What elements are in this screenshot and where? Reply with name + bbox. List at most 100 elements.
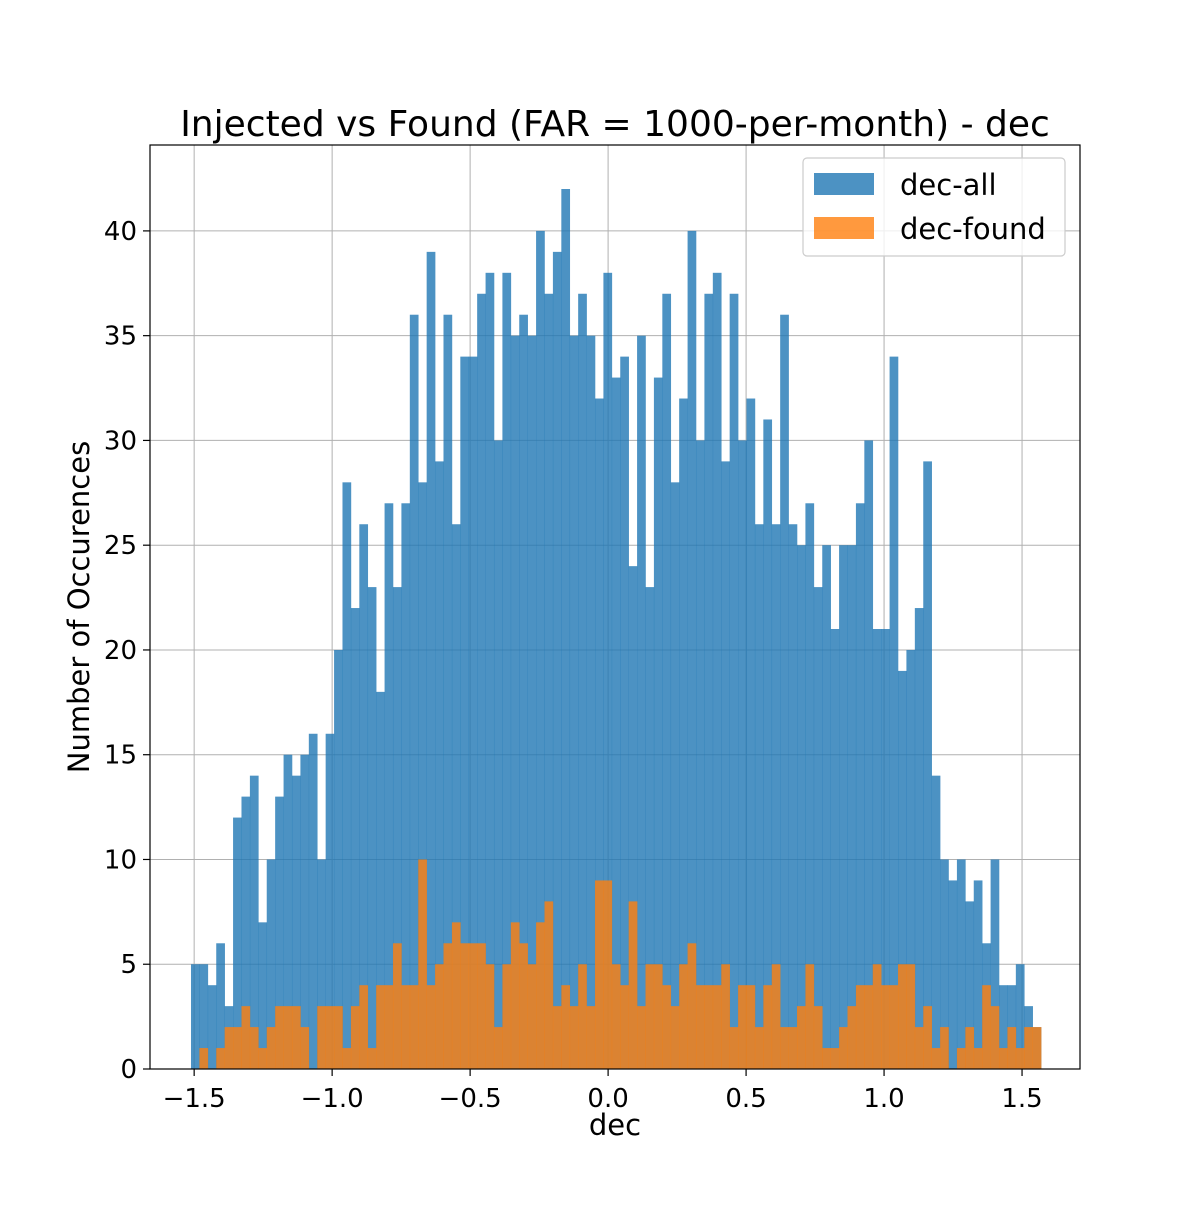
bar-dec-found	[695, 985, 705, 1069]
bar-dec-found	[224, 1027, 234, 1069]
bar-dec-found	[973, 1048, 983, 1069]
bar-dec-all	[813, 587, 823, 1069]
bar-dec-found	[435, 964, 444, 1069]
bar-dec-all	[603, 272, 613, 1069]
bar-dec-all	[325, 733, 335, 1069]
bar-dec-all	[754, 524, 764, 1069]
bar-dec-found	[687, 943, 697, 1069]
bar-dec-found	[982, 985, 991, 1069]
bar-dec-all	[308, 733, 318, 1069]
bar-dec-found	[628, 901, 638, 1069]
bar-dec-found	[536, 922, 545, 1069]
bar-dec-found	[418, 859, 427, 1069]
x-tick-label: 1.0	[863, 1084, 904, 1114]
bar-dec-found	[342, 1048, 352, 1069]
bar-dec-all	[620, 356, 629, 1070]
bar-dec-all	[578, 293, 587, 1069]
x-tick-label: −1.0	[301, 1084, 364, 1114]
bar-dec-all	[367, 587, 377, 1069]
bar-dec-all	[914, 608, 924, 1069]
y-axis-label: Number of Occurences	[62, 441, 96, 773]
bar-dec-all	[477, 293, 486, 1069]
bar-dec-found	[241, 1006, 251, 1069]
bar-dec-all	[931, 775, 941, 1069]
bar-dec-found	[569, 1006, 579, 1069]
bar-dec-found	[468, 943, 478, 1069]
bar-dec-found	[283, 1006, 293, 1069]
bar-dec-found	[249, 1027, 259, 1069]
bar-dec-all	[510, 335, 520, 1070]
bar-dec-all	[872, 629, 882, 1069]
bar-dec-all	[460, 356, 470, 1070]
ticks: −1.5 −1.0 −0.5 0.0 0.5 1.0 1.5 0 5 10 15 20 25 30 35 40	[104, 217, 1043, 1114]
x-tick-label: 1.5	[1001, 1084, 1042, 1114]
bar-dec-found	[460, 943, 470, 1069]
bar-dec-all	[746, 398, 756, 1069]
bar-dec-all	[291, 775, 301, 1069]
bar-dec-all	[376, 691, 385, 1069]
bar-dec-all	[233, 817, 242, 1069]
y-tick-label: 30	[104, 426, 137, 456]
bar-dec-all	[283, 754, 293, 1069]
bar-dec-all	[771, 524, 781, 1069]
bar-dec-found	[746, 985, 756, 1069]
bar-dec-found	[317, 1006, 326, 1069]
bar-dec-found	[864, 985, 874, 1069]
bar-dec-found	[359, 985, 369, 1069]
bar-dec-found	[822, 1048, 831, 1069]
bar-dec-found	[451, 922, 461, 1069]
y-tick-label: 0	[120, 1055, 137, 1085]
bar-dec-all	[839, 545, 848, 1069]
bar-dec-all	[847, 545, 857, 1069]
bar-dec-found	[931, 1048, 941, 1069]
bar-dec-found	[662, 985, 672, 1069]
axes-frame	[149, 144, 1081, 1070]
bar-dec-found	[914, 1027, 924, 1069]
bar-dec-all	[864, 440, 874, 1069]
bar-dec-all	[729, 293, 739, 1069]
bar-dec-found	[780, 1027, 789, 1069]
bar-dec-all	[956, 859, 966, 1069]
bar-dec-found	[830, 1048, 840, 1069]
bar-dec-all	[418, 482, 427, 1069]
bar-dec-all	[519, 314, 528, 1069]
bar-dec-found	[527, 964, 537, 1069]
legend-swatch-dec-all	[814, 173, 874, 195]
bar-dec-found	[325, 1006, 335, 1069]
bar-dec-all	[721, 461, 730, 1069]
x-tick-label: 0.5	[725, 1084, 766, 1114]
bar-dec-found	[889, 985, 899, 1069]
bar-dec-found	[956, 1048, 966, 1069]
bar-dec-found	[443, 943, 453, 1069]
bar-dec-all	[898, 670, 907, 1069]
bar-dec-found	[906, 964, 916, 1069]
bar-dec-all	[216, 943, 225, 1069]
x-tick-label: −1.5	[163, 1084, 226, 1114]
bar-dec-all	[249, 775, 259, 1069]
bar-dec-all	[451, 524, 461, 1069]
bar-dec-found	[561, 985, 571, 1069]
bar-dec-found	[603, 880, 613, 1069]
y-tick-label: 40	[104, 217, 137, 247]
bar-dec-all	[485, 272, 495, 1069]
bar-dec-found	[266, 1027, 276, 1069]
y-tick-label: 10	[104, 845, 137, 875]
legend-label-dec-all: dec-all	[900, 168, 997, 202]
bar-dec-found	[729, 1027, 739, 1069]
bar-dec-all	[906, 649, 916, 1069]
bar-dec-all	[443, 314, 453, 1069]
bar-dec-found	[855, 985, 865, 1069]
bar-dec-found	[645, 964, 655, 1069]
bar-dec-all	[670, 482, 680, 1069]
bar-dec-all	[611, 377, 621, 1070]
bar-dec-all	[350, 608, 360, 1069]
bar-dec-all	[392, 587, 402, 1069]
bar-dec-found	[796, 1006, 806, 1069]
bar-dec-found	[258, 1048, 268, 1069]
bar-dec-all	[855, 503, 865, 1069]
bar-dec-all	[199, 964, 209, 1069]
bar-dec-all	[780, 314, 789, 1069]
y-tick-label: 35	[104, 322, 137, 352]
